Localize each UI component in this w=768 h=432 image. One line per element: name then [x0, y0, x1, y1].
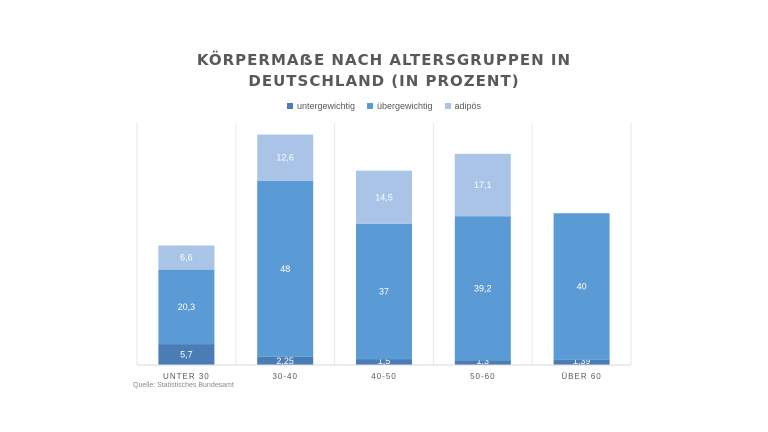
- legend-item-adipoes: adipös: [444, 101, 482, 111]
- bar-übergewichtig-3: [454, 216, 511, 361]
- legend-item-untergewichtig: untergewichtig: [286, 101, 355, 111]
- bar-untergewichtig-2: [356, 359, 412, 365]
- legend-swatch-adipoes: [444, 103, 451, 109]
- data-label-übergewichtig-1: 48: [280, 264, 290, 274]
- bar-untergewichtig-3: [454, 360, 511, 365]
- bar-übergewichtig-0: [158, 269, 215, 345]
- legend-swatch-uebergewichtig: [366, 103, 373, 109]
- bar-übergewichtig-2: [356, 223, 412, 360]
- legend-label-uebergewichtig: übergewichtig: [376, 101, 433, 111]
- source-note: Quelle: Statistisches Bundesamt: [133, 382, 234, 389]
- data-label-übergewichtig-0: 20,3: [178, 302, 196, 312]
- data-label-untergewichtig-4: 1,39: [573, 356, 591, 366]
- bar-untergewichtig-1: [257, 356, 314, 365]
- data-label-adipös-1: 12,6: [276, 153, 294, 163]
- x-tick-label-0: UNTER 30: [163, 372, 210, 381]
- data-label-untergewichtig-3: 1,3: [477, 356, 490, 366]
- x-tick-label-2: 40-50: [371, 372, 396, 381]
- chart-title-line-2: DEUTSCHLAND (IN PROZENT): [248, 72, 520, 90]
- legend-item-uebergewichtig: übergewichtig: [366, 101, 433, 111]
- bar-untergewichtig-0: [158, 344, 215, 365]
- data-label-übergewichtig-2: 37: [379, 287, 389, 297]
- x-tick-label-3: 50-60: [470, 372, 495, 381]
- legend-label-untergewichtig: untergewichtig: [296, 101, 355, 111]
- legend: untergewichtig übergewichtig adipös: [0, 101, 768, 111]
- chart-title: KÖRPERMAẞE NACH ALTERSGRUPPEN IN DEUTSCH…: [0, 50, 768, 92]
- x-tick-label-4: ÜBER 60: [561, 372, 601, 381]
- data-label-untergewichtig-1: 2,25: [276, 356, 294, 366]
- legend-label-adipoes: adipös: [454, 101, 482, 111]
- data-label-untergewichtig-2: 1,5: [378, 356, 391, 366]
- x-tick-label-1: 30-40: [272, 372, 297, 381]
- data-label-untergewichtig-0: 5,7: [180, 350, 193, 360]
- bar-adipös-1: [257, 134, 314, 181]
- bar-übergewichtig-4: [553, 213, 610, 360]
- data-label-übergewichtig-3: 39,2: [474, 283, 492, 293]
- data-label-adipös-3: 17,1: [474, 180, 492, 190]
- data-label-übergewichtig-4: 40: [577, 282, 587, 292]
- data-label-adipös-2: 14,5: [375, 192, 393, 202]
- bar-übergewichtig-1: [257, 180, 314, 357]
- bar-adipös-0: [158, 245, 215, 270]
- bar-untergewichtig-4: [553, 359, 610, 365]
- bar-adipös-2: [356, 170, 412, 224]
- legend-swatch-untergewichtig: [286, 103, 293, 109]
- chart-title-line-1: KÖRPERMAẞE NACH ALTERSGRUPPEN IN: [196, 51, 572, 69]
- bar-adipös-3: [454, 153, 511, 217]
- data-label-adipös-0: 6,6: [180, 253, 193, 263]
